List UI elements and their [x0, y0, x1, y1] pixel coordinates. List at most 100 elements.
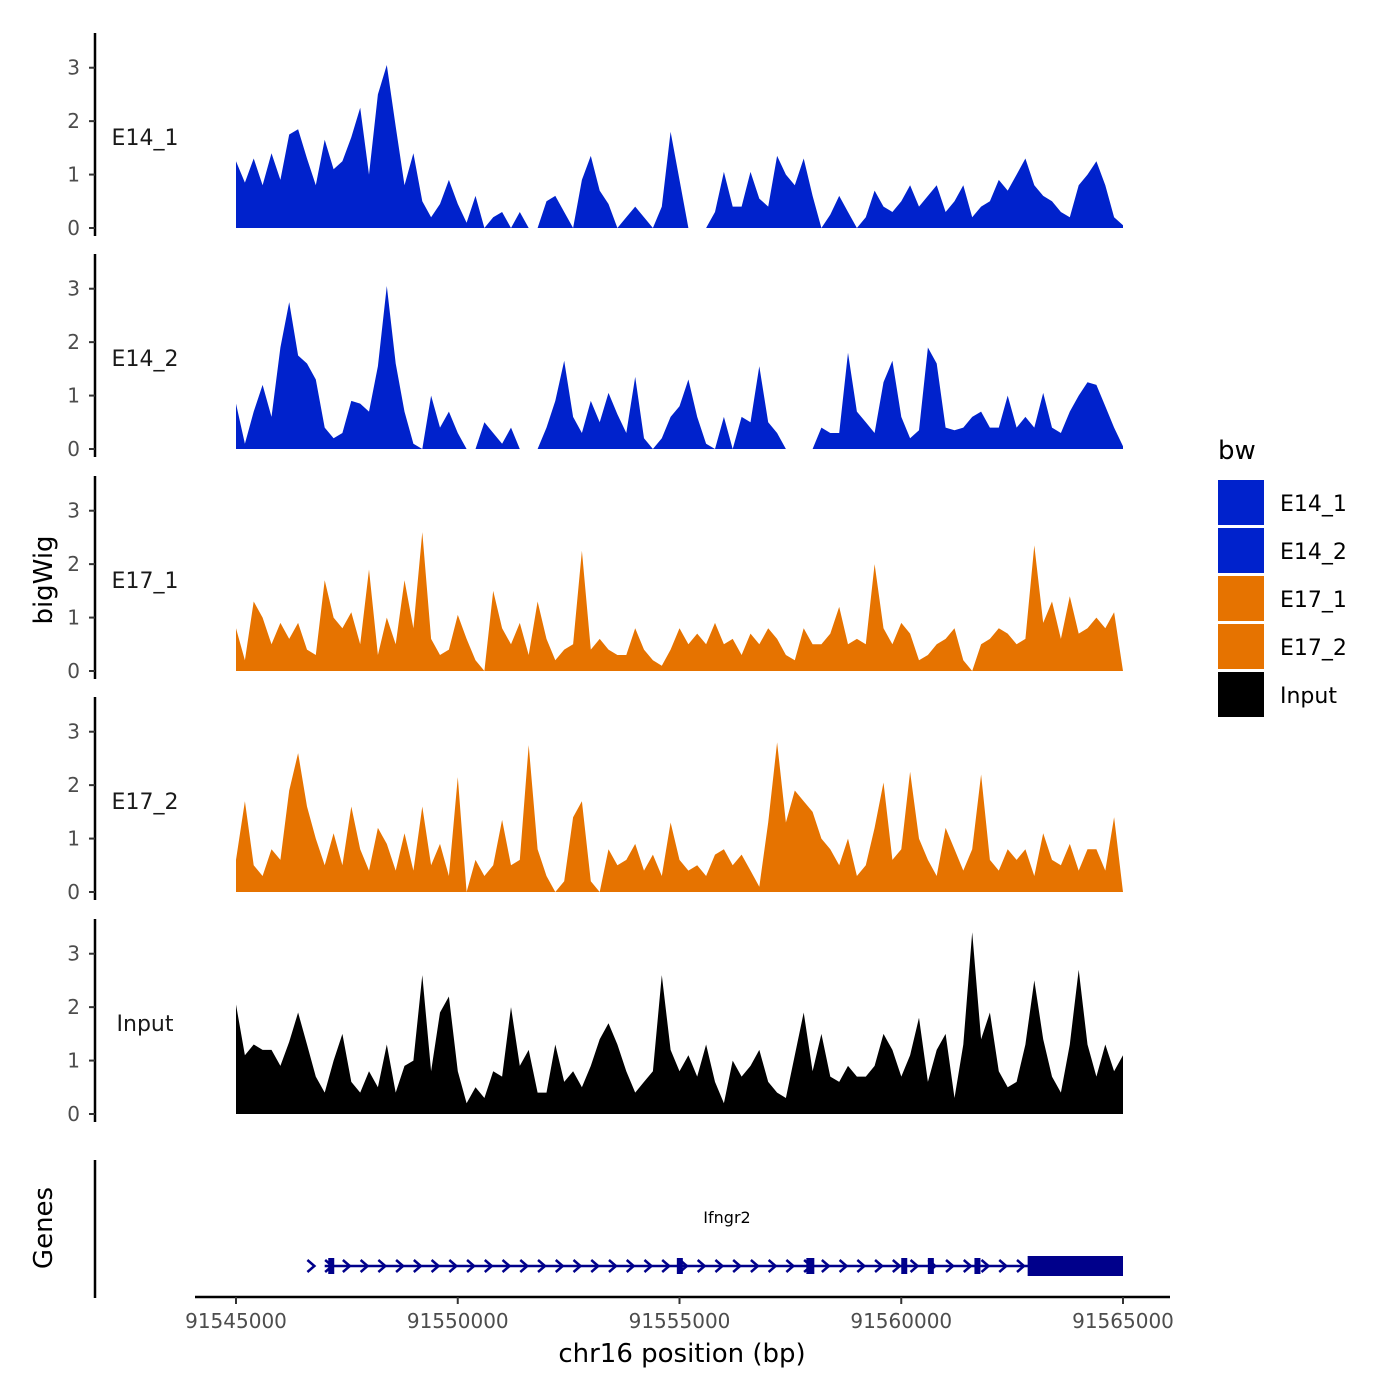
strand-arrow	[342, 1259, 352, 1273]
gene-exon	[974, 1258, 981, 1274]
strand-arrow	[998, 1259, 1009, 1273]
strand-arrow	[519, 1259, 530, 1273]
legend-label-E17_2: E17_2	[1280, 636, 1347, 661]
gene-exon	[901, 1258, 908, 1274]
strand-arrow	[643, 1259, 654, 1273]
y-tick-label: 2	[67, 552, 80, 576]
y-tick-label: 3	[67, 499, 80, 523]
y-tick-label: 0	[67, 1102, 80, 1126]
gene-exon	[328, 1258, 335, 1274]
y-tick-label: 2	[67, 330, 80, 354]
area-series-E14_1	[236, 65, 1123, 228]
legend-label-E14_2: E14_2	[1280, 540, 1347, 565]
strand-arrow	[732, 1259, 743, 1273]
strand-arrow	[395, 1259, 406, 1273]
gene-exon	[927, 1258, 934, 1274]
strand-arrow	[874, 1259, 884, 1273]
legend-label-Input: Input	[1280, 684, 1337, 709]
track-label: Input	[117, 1012, 174, 1037]
legend-key-E14_1	[1218, 480, 1264, 525]
track-label: E17_2	[112, 790, 179, 815]
strand-arrow	[608, 1259, 618, 1273]
x-axis-title: chr16 position (bp)	[558, 1339, 805, 1369]
x-tick-label: 91545000	[185, 1309, 287, 1333]
gene-exon	[806, 1258, 815, 1274]
y-tick-label: 3	[67, 942, 80, 966]
y-tick-label: 2	[67, 995, 80, 1019]
gene-name-label: Ifngr2	[703, 1208, 750, 1227]
y-tick-label: 1	[67, 1049, 80, 1073]
strand-arrow	[962, 1259, 973, 1273]
strand-arrow	[838, 1259, 849, 1273]
area-series-E17_1	[236, 532, 1123, 671]
strand-arrow	[430, 1259, 441, 1273]
legend-key-E17_1	[1218, 576, 1264, 621]
track-Input: 0 1 2 3 Input	[67, 919, 1123, 1126]
track-E14_2: 0 1 2 3 E14_2	[67, 254, 1123, 461]
strand-arrow	[306, 1259, 317, 1273]
strand-arrow	[501, 1259, 512, 1273]
strand-arrow	[696, 1259, 707, 1273]
gene-track-title: Genes	[29, 1187, 59, 1269]
strand-arrow	[714, 1259, 725, 1273]
track-panels: 0 1 2 3 E14_1 0 1 2 3 E14_2 0 1 2 3 E17_1 0 1 2 3 E17_2 0 1 2 3…	[67, 33, 1123, 1126]
y-tick-label: 0	[67, 880, 80, 904]
strand-arrow	[625, 1259, 636, 1273]
x-tick-label: 91555000	[629, 1309, 731, 1333]
gene-exon	[1027, 1256, 1123, 1276]
strand-arrow	[1016, 1259, 1026, 1273]
gene-panel: Ifngr2	[93, 1160, 1123, 1298]
x-tick-label: 91565000	[1072, 1309, 1174, 1333]
track-E17_2: 0 1 2 3 E17_2	[67, 697, 1123, 904]
area-series-E14_2	[236, 286, 1123, 449]
strand-arrow	[856, 1259, 867, 1273]
y-tick-label: 3	[67, 720, 80, 744]
y-axis-title: bigWig	[29, 535, 59, 624]
track-label: E14_1	[112, 126, 179, 151]
y-tick-label: 3	[67, 277, 80, 301]
strand-arrow	[413, 1259, 423, 1273]
legend: bw E14_1 E14_2 E17_1 E17_2 Input	[1218, 436, 1347, 717]
x-axis: 91545000 91550000 91555000 91560000 91565000	[185, 1295, 1174, 1333]
strand-arrow	[554, 1259, 565, 1273]
strand-arrow	[590, 1259, 601, 1273]
strand-arrow	[483, 1259, 494, 1273]
strand-arrow	[466, 1259, 476, 1273]
strand-arrow	[359, 1259, 370, 1273]
area-series-Input	[236, 932, 1123, 1114]
y-tick-label: 1	[67, 384, 80, 408]
strand-arrow	[785, 1259, 796, 1273]
strand-arrow	[821, 1259, 831, 1273]
x-tick-label: 91560000	[850, 1309, 952, 1333]
area-series-E17_2	[236, 742, 1123, 892]
track-E17_1: 0 1 2 3 E17_1	[67, 476, 1123, 683]
strand-arrow	[448, 1259, 459, 1273]
track-label: E14_2	[112, 347, 179, 372]
y-tick-label: 1	[67, 827, 80, 851]
strand-arrow	[377, 1259, 388, 1273]
legend-title: bw	[1218, 436, 1256, 466]
y-tick-label: 1	[67, 606, 80, 630]
y-tick-label: 2	[67, 773, 80, 797]
legend-key-Input	[1218, 672, 1264, 717]
y-tick-label: 1	[67, 163, 80, 187]
strand-arrow	[750, 1259, 760, 1273]
strand-arrow	[945, 1259, 955, 1273]
y-tick-label: 0	[67, 437, 80, 461]
legend-label-E14_1: E14_1	[1280, 492, 1347, 517]
strand-arrow	[892, 1259, 902, 1273]
strand-arrow	[572, 1259, 583, 1273]
y-tick-label: 2	[67, 109, 80, 133]
gene-exon	[676, 1258, 683, 1274]
legend-label-E17_1: E17_1	[1280, 588, 1347, 613]
strand-arrow	[537, 1259, 547, 1273]
strand-arrow	[661, 1259, 672, 1273]
y-tick-label: 0	[67, 659, 80, 683]
y-tick-label: 0	[67, 216, 80, 240]
track-label: E17_1	[112, 569, 179, 594]
strand-arrow	[909, 1259, 920, 1273]
track-E14_1: 0 1 2 3 E14_1	[67, 33, 1123, 240]
legend-key-E14_2	[1218, 528, 1264, 573]
strand-arrow	[980, 1259, 991, 1273]
